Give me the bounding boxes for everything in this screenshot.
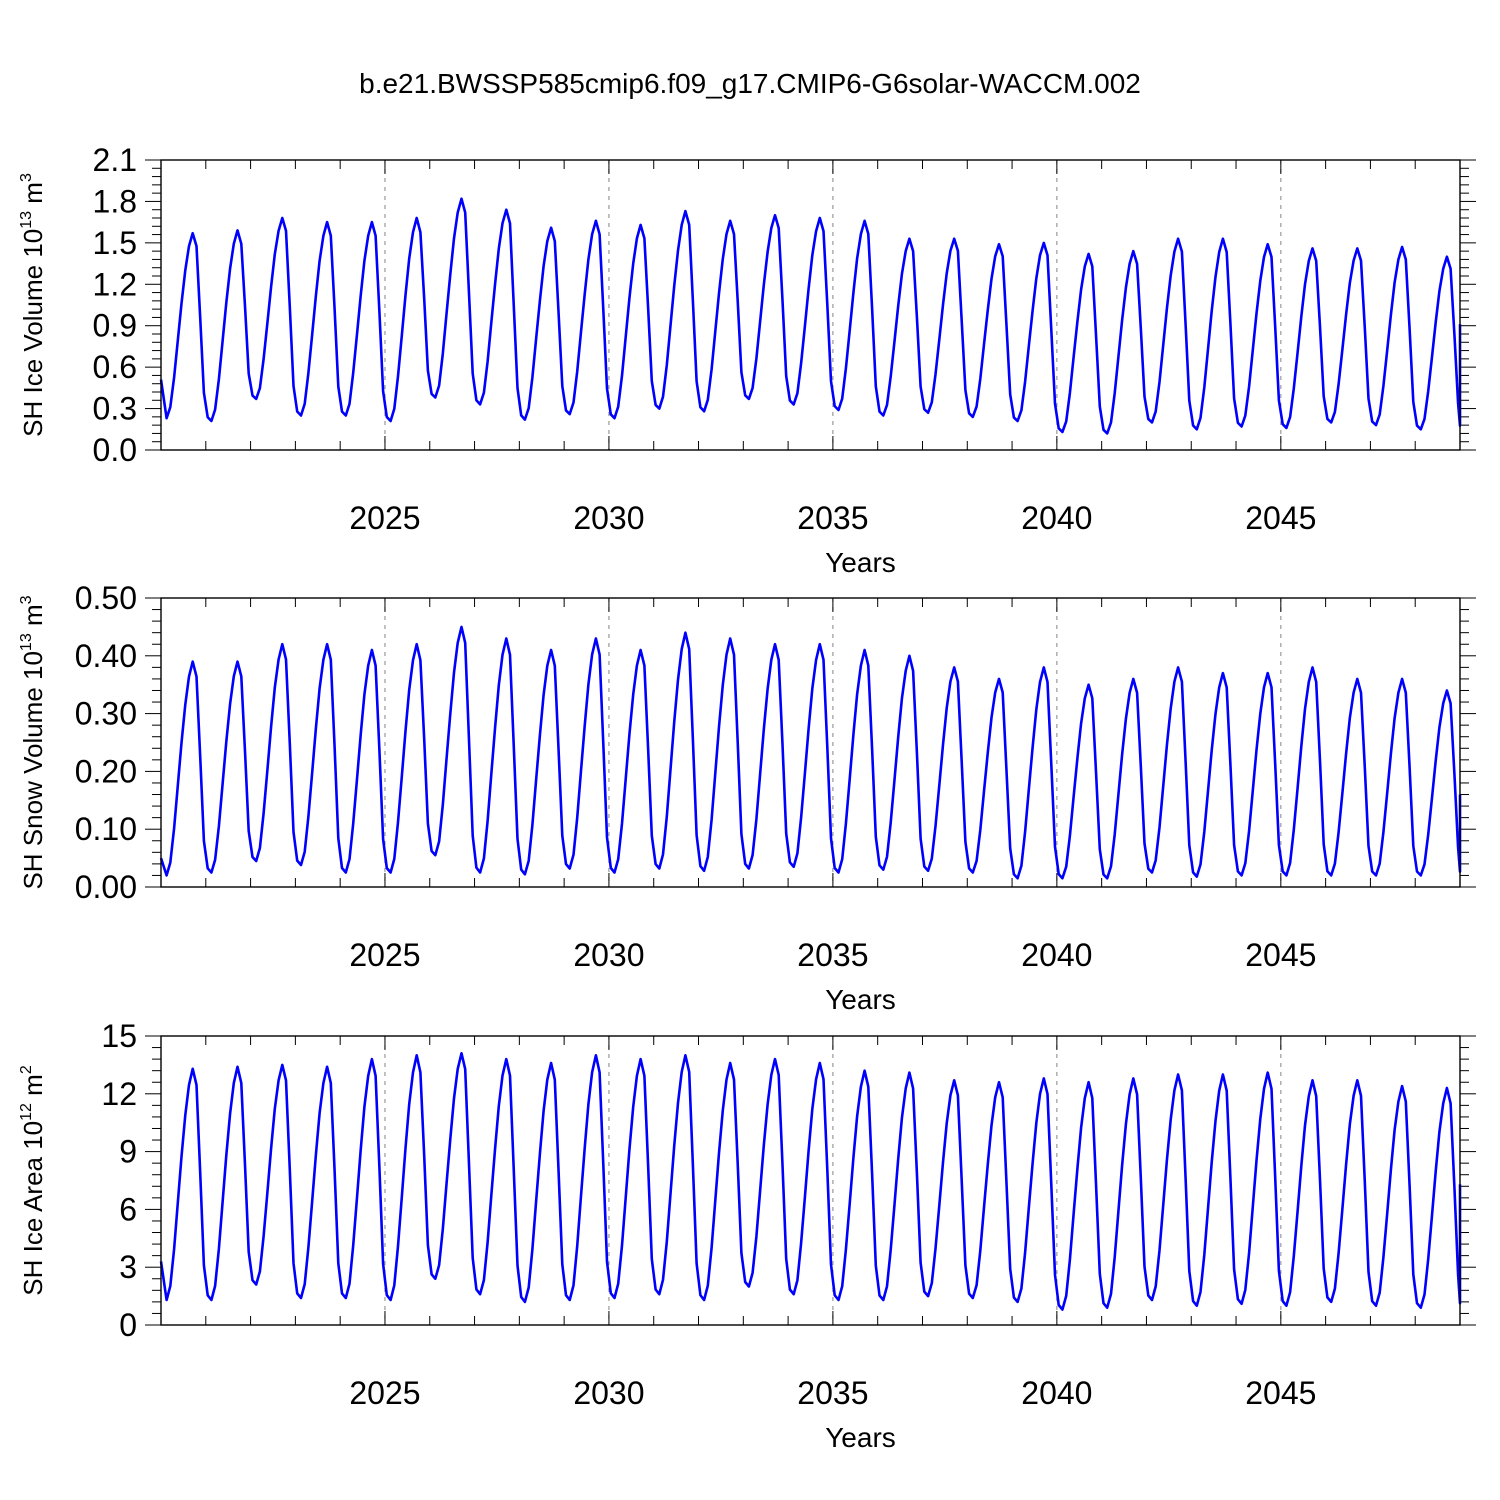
y-tick-label: 12 — [101, 1076, 137, 1112]
x-tick-label: 2040 — [1021, 500, 1092, 536]
y-axis-title-part: SH Ice Area 10 — [18, 1121, 48, 1296]
y-tick-label: 0.6 — [93, 349, 137, 385]
x-axis-title: Years — [825, 547, 896, 578]
data-line — [159, 197, 1462, 435]
y-axis-title-exponent: 3 — [18, 595, 35, 604]
y-axis-title: SH Ice Area 1012 m2 — [18, 1065, 48, 1296]
x-tick-label: 2025 — [349, 500, 420, 536]
plot-frame — [160, 597, 1461, 888]
x-tick-label: 2045 — [1245, 1375, 1316, 1411]
y-axis-title-exponent: 12 — [18, 1103, 35, 1121]
x-tick-label: 2025 — [349, 1375, 420, 1411]
y-axis-title-part: SH Snow Volume 10 — [18, 651, 48, 889]
y-tick-label: 1.8 — [93, 183, 137, 219]
x-tick-label: 2040 — [1021, 937, 1092, 973]
data-line — [159, 1052, 1462, 1311]
y-axis-title-exponent: 13 — [18, 211, 35, 229]
y-tick-label: 0.3 — [93, 391, 137, 427]
x-tick-label: 2025 — [349, 937, 420, 973]
plot-frame — [160, 159, 1461, 451]
y-axis-title-exponent: 3 — [18, 173, 35, 182]
y-tick-label: 0.0 — [93, 432, 137, 468]
y-axis-title-exponent: 2 — [18, 1065, 35, 1074]
x-tick-label: 2045 — [1245, 500, 1316, 536]
y-tick-label: 0.20 — [75, 753, 137, 789]
y-axis-title-part: m — [18, 182, 48, 211]
y-axis-title-part: m — [18, 604, 48, 633]
y-tick-label: 0.10 — [75, 811, 137, 847]
y-tick-label: 2.1 — [93, 142, 137, 178]
x-axis-title: Years — [825, 984, 896, 1015]
chart-panel-2: 0.00 0.10 0.20 0.30 0.40 0.50 2025 2030 2035 2040… — [18, 580, 1476, 1015]
x-tick-label: 2035 — [797, 937, 868, 973]
x-tick-label: 2035 — [797, 500, 868, 536]
y-tick-label: 1.2 — [93, 266, 137, 302]
y-axis-title: SH Snow Volume 1013 m3 — [18, 595, 48, 889]
data-line — [159, 625, 1462, 880]
y-axis-title-part: m — [18, 1074, 48, 1103]
chart-panel-3: 0 3 6 9 12 15 2025 2030 2035 2040 2045 Years SH Ice … — [18, 1018, 1476, 1453]
y-axis-title-exponent: 13 — [18, 633, 35, 651]
y-tick-label: 0 — [119, 1307, 137, 1343]
y-tick-label: 9 — [119, 1134, 137, 1170]
x-axis-title: Years — [825, 1422, 896, 1453]
y-tick-label: 0.00 — [75, 869, 137, 905]
y-tick-label: 0.9 — [93, 308, 137, 344]
y-axis-title: SH Ice Volume 1013 m3 — [18, 173, 48, 437]
plot-frame — [160, 1035, 1461, 1326]
y-tick-label: 1.5 — [93, 225, 137, 261]
y-tick-label: 0.30 — [75, 696, 137, 732]
y-tick-label: 6 — [119, 1191, 137, 1227]
y-tick-label: 15 — [101, 1018, 137, 1054]
y-axis-title-part: SH Ice Volume 10 — [18, 229, 48, 437]
x-tick-label: 2030 — [573, 500, 644, 536]
x-tick-label: 2040 — [1021, 1375, 1092, 1411]
page-title: b.e21.BWSSP585cmip6.f09_g17.CMIP6-G6sola… — [359, 68, 1141, 99]
y-tick-label: 0.40 — [75, 638, 137, 674]
chart-panel-1: 0.0 0.3 0.6 0.9 1.2 1.5 1.8 2.1 2025 2030 2035 2040… — [18, 142, 1476, 578]
y-tick-label: 3 — [119, 1249, 137, 1285]
y-tick-label: 0.50 — [75, 580, 137, 616]
x-tick-label: 2030 — [573, 937, 644, 973]
x-tick-label: 2030 — [573, 1375, 644, 1411]
x-tick-label: 2035 — [797, 1375, 868, 1411]
x-tick-label: 2045 — [1245, 937, 1316, 973]
